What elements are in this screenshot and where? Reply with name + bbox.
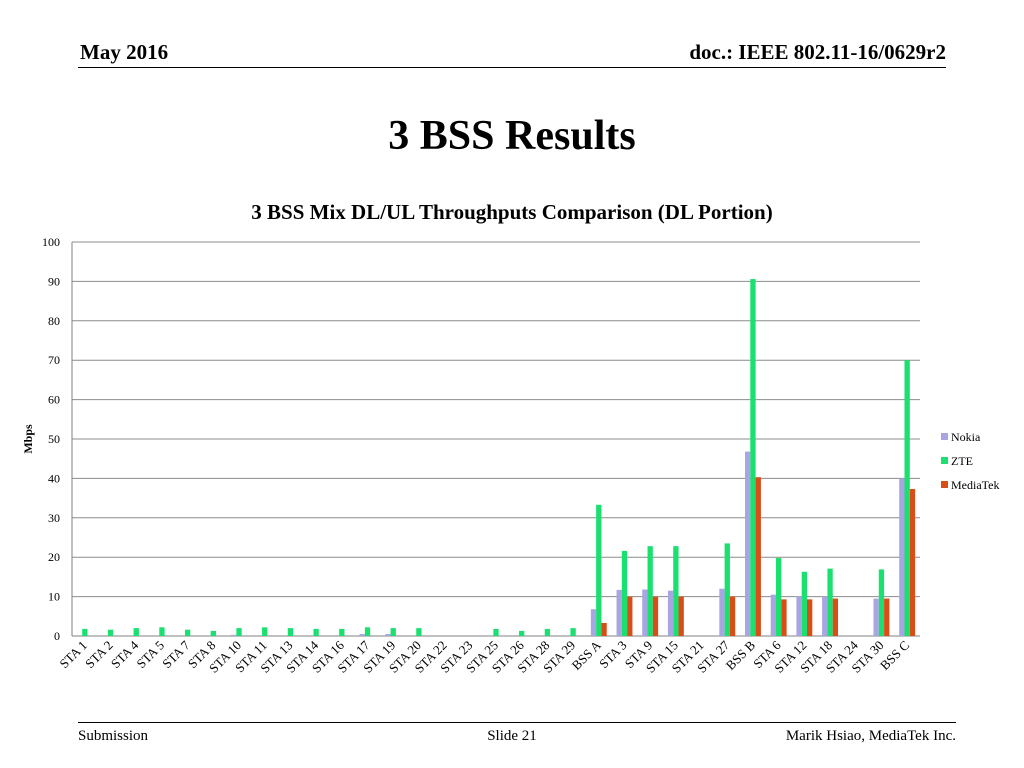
bar-zte	[287, 628, 294, 636]
bar-zte	[750, 279, 756, 636]
footer-author: Marik Hsiao, MediaTek Inc.	[785, 728, 956, 744]
bar-mediatek	[601, 622, 607, 636]
y-tick-label: 20	[48, 550, 60, 564]
bar-nokia	[822, 596, 828, 636]
footer-slide-number: Slide 21	[487, 728, 537, 744]
y-tick-label: 40	[48, 471, 60, 485]
y-tick-label: 60	[48, 393, 60, 407]
bar-zte	[107, 629, 114, 636]
legend-swatch-zte	[941, 457, 948, 464]
legend-label-nokia: Nokia	[951, 430, 981, 444]
bar-nokia	[745, 451, 751, 636]
legend-label-mediatek: MediaTek	[951, 478, 999, 492]
legend-label-zte: ZTE	[951, 454, 973, 468]
x-tick-label: STA 4	[108, 637, 142, 671]
x-tick-label: STA 5	[133, 638, 167, 672]
y-tick-label: 30	[48, 511, 60, 525]
bar-zte	[82, 628, 88, 636]
bar-nokia	[796, 596, 802, 636]
bar-zte	[313, 628, 319, 636]
bar-mediatek	[627, 596, 633, 636]
bar-mediatek	[678, 596, 684, 636]
bar-mediatek	[729, 596, 736, 636]
bar-zte	[596, 504, 602, 636]
bar-zte	[493, 628, 499, 636]
bar-zte	[364, 627, 371, 636]
bar-zte	[519, 630, 525, 636]
bar-mediatek	[652, 596, 659, 636]
y-tick-label: 10	[48, 590, 60, 604]
x-tick-label: BSS C	[877, 638, 912, 673]
bar-zte	[184, 629, 191, 636]
bar-zte	[544, 628, 551, 636]
header-date: May 2016	[80, 40, 169, 64]
bar-zte	[210, 630, 216, 636]
bar-zte	[159, 627, 165, 636]
bar-mediatek	[884, 598, 890, 636]
x-tick-label: STA 2	[82, 638, 116, 672]
bar-zte	[133, 628, 139, 636]
bar-zte	[904, 360, 910, 636]
bar-nokia	[899, 478, 905, 636]
header-doc-id: doc.: IEEE 802.11-16/0629r2	[689, 40, 946, 64]
bar-zte	[673, 546, 679, 636]
bar-zte	[262, 627, 268, 636]
bar-zte	[390, 628, 396, 636]
footer-submission: Submission	[78, 728, 149, 744]
bar-nokia	[719, 588, 725, 636]
bar-zte	[776, 557, 782, 636]
y-tick-label: 0	[54, 629, 60, 643]
x-tick-label: STA 3	[596, 638, 630, 672]
bar-nokia	[873, 598, 879, 636]
bar-mediatek	[832, 598, 839, 636]
y-tick-label: 50	[48, 432, 60, 446]
legend-swatch-nokia	[941, 433, 948, 440]
bar-zte	[416, 628, 422, 636]
bar-zte	[339, 628, 345, 636]
bar-nokia	[667, 590, 674, 636]
x-tick-label: STA 1	[56, 638, 90, 672]
bar-zte	[724, 543, 730, 636]
x-tick-label: STA 7	[159, 637, 193, 671]
bar-mediatek	[909, 489, 916, 636]
y-tick-label: 90	[48, 274, 60, 288]
bar-nokia	[590, 609, 597, 636]
footer-rule	[78, 722, 956, 723]
bar-mediatek	[781, 599, 787, 636]
bar-nokia	[385, 634, 391, 636]
bar-zte	[827, 568, 833, 636]
bar-zte	[647, 546, 653, 636]
bar-zte	[621, 550, 628, 636]
bar-nokia	[616, 589, 622, 636]
header-rule	[78, 67, 946, 68]
y-tick-label: 70	[48, 353, 60, 367]
chart-title: 3 BSS Mix DL/UL Throughputs Comparison (…	[251, 200, 772, 224]
bar-mediatek	[807, 599, 813, 636]
bar-mediatek	[755, 477, 761, 636]
y-axis-label: Mbps	[21, 424, 35, 454]
bar-nokia	[642, 589, 648, 636]
bar-nokia	[231, 634, 237, 636]
y-tick-label: 100	[42, 235, 60, 249]
bar-zte	[878, 569, 885, 636]
throughput-bar-chart: 3 BSS Mix DL/UL Throughputs Comparison (…	[21, 200, 999, 676]
y-tick-label: 80	[48, 314, 60, 328]
bar-nokia	[359, 634, 365, 636]
legend-swatch-mediatek	[941, 481, 948, 488]
bar-nokia	[770, 594, 777, 636]
x-tick-label: BSS A	[569, 637, 605, 673]
bar-zte	[801, 571, 808, 636]
bar-zte	[236, 628, 242, 636]
slide-title: 3 BSS Results	[388, 113, 636, 159]
bar-zte	[570, 628, 576, 636]
x-tick-label: BSS B	[723, 637, 759, 673]
